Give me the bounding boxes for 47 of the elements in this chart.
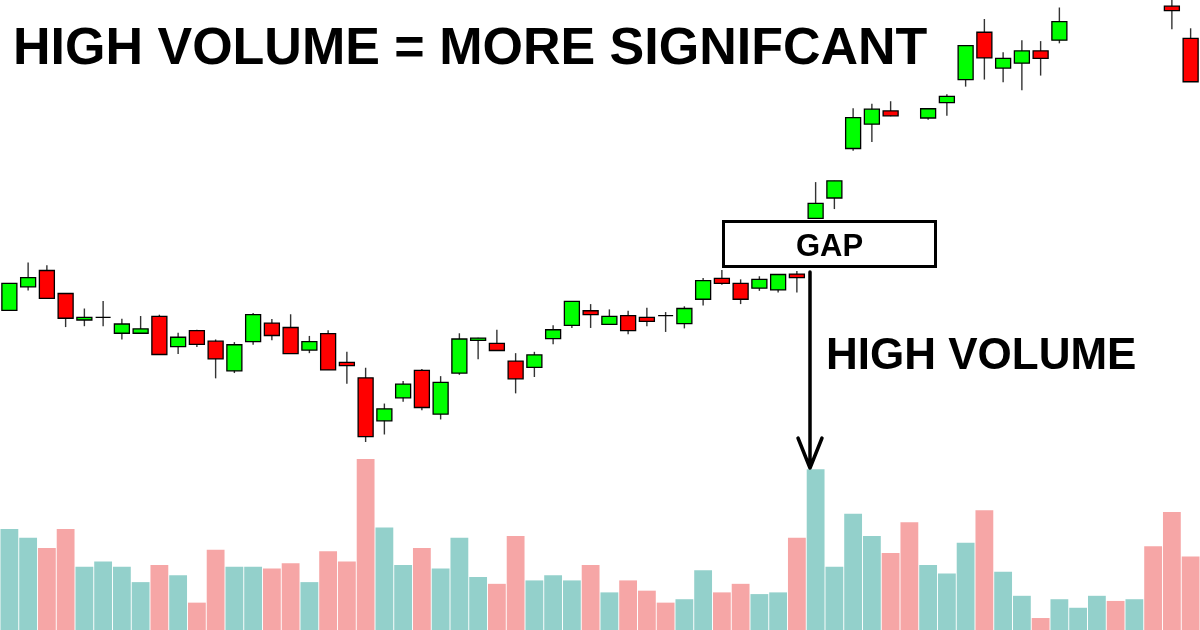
- bar: [600, 592, 619, 630]
- bar: [581, 565, 600, 630]
- candlestick: [469, 336, 487, 361]
- chart-title: HIGH VOLUME = MORE SIGNIFCANT: [13, 17, 928, 76]
- candlestick: [788, 270, 806, 294]
- candlestick: [732, 278, 749, 305]
- bar: [1125, 599, 1144, 630]
- candlestick: [169, 332, 187, 355]
- candlestick: [938, 93, 956, 117]
- candlestick: [263, 318, 281, 342]
- candlestick: [807, 181, 824, 220]
- candlestick: [19, 261, 37, 292]
- candlestick: [994, 51, 1012, 83]
- annotation: HIGH VOLUME: [826, 329, 1137, 378]
- bar: [1106, 600, 1125, 630]
- candlestick: [619, 310, 637, 335]
- candlestick: [113, 317, 131, 341]
- candlestick: [582, 303, 599, 329]
- candlestick: [207, 338, 224, 380]
- candlestick: [676, 305, 693, 330]
- bar: [150, 565, 169, 630]
- candlestick: [544, 324, 562, 346]
- bar: [1031, 618, 1050, 630]
- candlestick: [1013, 39, 1031, 91]
- candlestick: [713, 269, 731, 286]
- bar: [975, 510, 994, 630]
- bar: [169, 575, 188, 630]
- candlestick: [657, 311, 674, 333]
- candlestick: [507, 352, 524, 395]
- bar: [300, 582, 319, 630]
- annotation: GAP: [796, 227, 864, 263]
- candlestick: [769, 273, 787, 294]
- candlestick: [826, 180, 843, 210]
- candlestick: [376, 402, 393, 436]
- candlestick: [1051, 6, 1068, 45]
- candlestick: [394, 380, 412, 403]
- candlestick: [338, 351, 356, 385]
- bar: [412, 547, 431, 630]
- candlestick: [1032, 40, 1049, 77]
- candlestick: [694, 277, 712, 307]
- candlestick: [863, 103, 881, 143]
- candlestick: [94, 300, 112, 327]
- bar: [787, 537, 806, 630]
- candlestick: [563, 300, 581, 329]
- candlestick: [526, 351, 543, 378]
- candlestick: [638, 306, 656, 327]
- candlestick: [488, 329, 506, 352]
